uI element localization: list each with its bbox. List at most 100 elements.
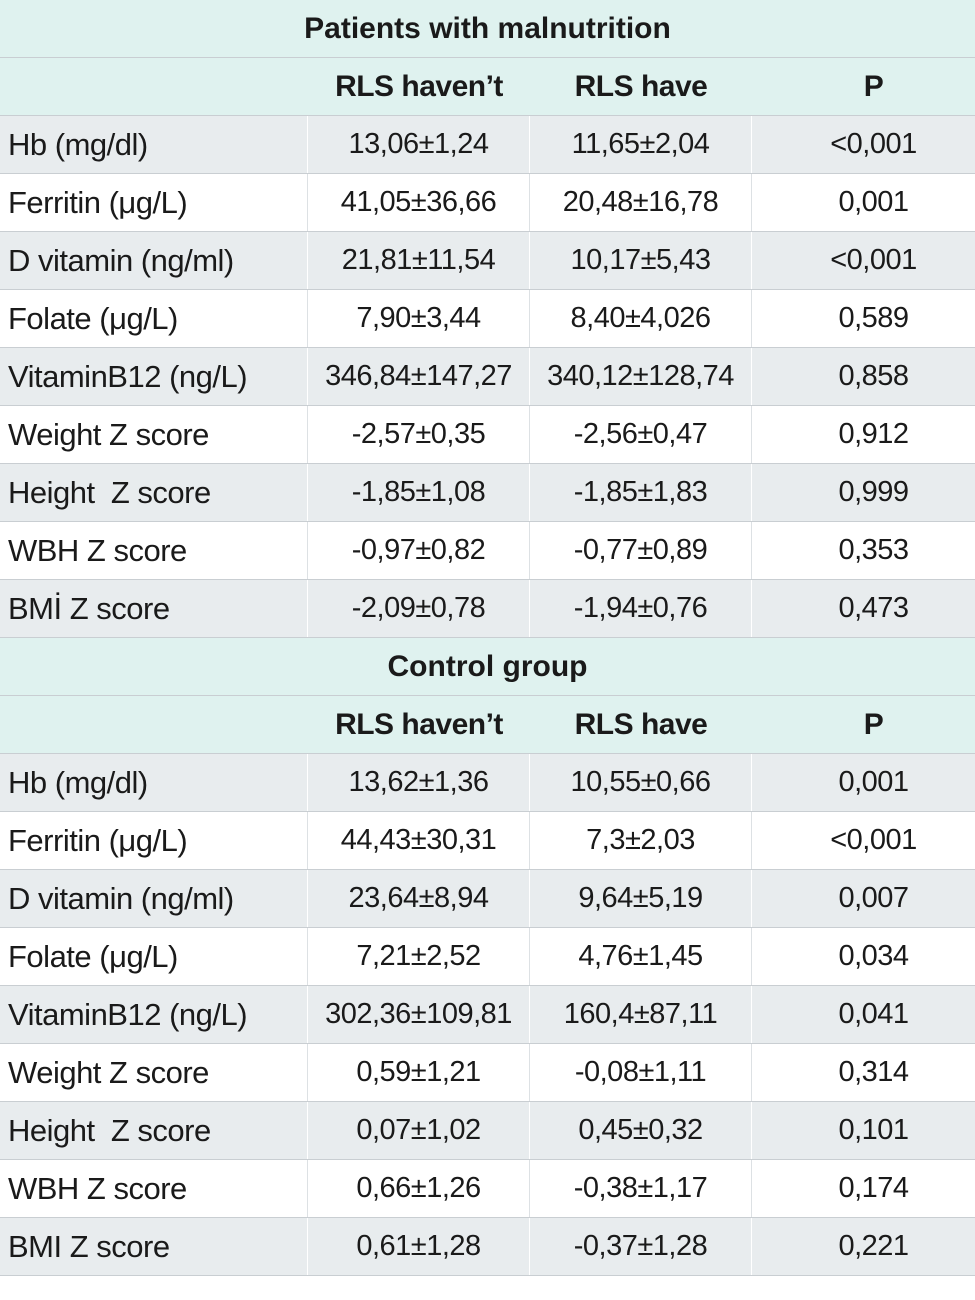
value-rls-no: 41,05±36,66 [308,174,530,231]
value-p: 0,858 [838,360,909,392]
value-p: 0,353 [838,534,909,566]
value-rls-no: 7,21±2,52 [308,928,530,985]
value-rls-no: -2,09±0,78 [308,580,530,637]
value-rls-yes: 8,40±4,026 [530,290,752,347]
value-rls-no: 0,61±1,28 [308,1218,530,1275]
value-rls-yes: -0,38±1,17 [530,1160,752,1217]
value-rls-no: 13,62±1,36 [308,754,530,811]
value-rls-yes: -0,77±0,89 [530,522,752,579]
value-rls-no: 346,84±147,27 [308,348,530,405]
header-rls-yes: RLS have [574,69,708,103]
value-rls-no: -1,85±1,08 [308,464,530,521]
header-rls-no: RLS haven’t [335,69,503,103]
row-label: Folate (μg/L) [0,928,308,985]
table-row: Height Z score 0,07±1,02 0,45±0,32 0,101 [0,1102,975,1160]
table-row: Height Z score -1,85±1,08 -1,85±1,83 0,9… [0,464,975,522]
table-row: Folate (μg/L) 7,21±2,52 4,76±1,45 0,034 [0,928,975,986]
value-p: 0,034 [838,940,909,972]
value-p: 0,473 [838,592,909,624]
value-rls-yes: -0,37±1,28 [530,1218,752,1275]
value-rls-no: 23,64±8,94 [308,870,530,927]
table-row: BMI Z score 0,61±1,28 -0,37±1,28 0,221 [0,1218,975,1276]
row-label: Height Z score [0,1102,308,1159]
table-row: Folate (μg/L) 7,90±3,44 8,40±4,026 0,589 [0,290,975,348]
header-p: P [863,69,884,103]
header-label [0,696,308,753]
value-rls-no: 7,90±3,44 [308,290,530,347]
row-label: Weight Z score [0,1044,308,1101]
group-title: Patients with malnutrition [304,11,671,45]
header-rls-yes: RLS have [574,707,708,741]
value-p: 0,912 [838,418,909,450]
value-p: 0,589 [838,302,909,334]
value-rls-yes: -1,85±1,83 [530,464,752,521]
value-p: 0,314 [838,1056,909,1088]
table-row: D vitamin (ng/ml) 23,64±8,94 9,64±5,19 0… [0,870,975,928]
value-p: 0,041 [838,998,909,1030]
header-rls-no: RLS haven’t [335,707,503,741]
value-rls-no: 0,59±1,21 [308,1044,530,1101]
value-rls-yes: 11,65±2,04 [530,116,752,173]
value-rls-no: -2,57±0,35 [308,406,530,463]
row-label: BMI Z score [0,1218,308,1275]
value-rls-no: 302,36±109,81 [308,986,530,1043]
value-rls-yes: 0,45±0,32 [530,1102,752,1159]
row-label: Ferritin (μg/L) [0,174,308,231]
row-label: Height Z score [0,464,308,521]
value-rls-yes: 340,12±128,74 [530,348,752,405]
header-label [0,58,308,115]
value-p: 0,001 [838,766,909,798]
row-label: Ferritin (μg/L) [0,812,308,869]
group-title: Control group [387,649,588,683]
value-p: 0,999 [838,476,909,508]
value-p: 0,221 [838,1230,909,1262]
table-row: WBH Z score -0,97±0,82 -0,77±0,89 0,353 [0,522,975,580]
group-title-row: Control group [0,638,975,696]
value-rls-yes: -0,08±1,11 [530,1044,752,1101]
value-rls-yes: 7,3±2,03 [530,812,752,869]
table-row: BMİ Z score -2,09±0,78 -1,94±0,76 0,473 [0,580,975,638]
value-rls-yes: 160,4±87,11 [530,986,752,1043]
column-header-row: RLS haven’t RLS have P [0,58,975,116]
table-row: VitaminB12 (ng/L) 302,36±109,81 160,4±87… [0,986,975,1044]
value-p: 0,007 [838,882,909,914]
header-p: P [863,707,884,741]
value-rls-no: 44,43±30,31 [308,812,530,869]
table-row: Hb (mg/dl) 13,62±1,36 10,55±0,66 0,001 [0,754,975,812]
value-rls-yes: 10,55±0,66 [530,754,752,811]
row-label: BMİ Z score [0,580,308,637]
table-row: Weight Z score 0,59±1,21 -0,08±1,11 0,31… [0,1044,975,1102]
column-header-row: RLS haven’t RLS have P [0,696,975,754]
value-rls-yes: 4,76±1,45 [530,928,752,985]
value-rls-no: 0,07±1,02 [308,1102,530,1159]
value-rls-yes: 9,64±5,19 [530,870,752,927]
value-p: <0,001 [830,244,917,276]
value-rls-yes: -2,56±0,47 [530,406,752,463]
table-row: Ferritin (μg/L) 44,43±30,31 7,3±2,03 <0,… [0,812,975,870]
row-label: VitaminB12 (ng/L) [0,348,308,405]
value-rls-yes: 10,17±5,43 [530,232,752,289]
row-label: Weight Z score [0,406,308,463]
value-p: <0,001 [830,824,917,856]
table-row: WBH Z score 0,66±1,26 -0,38±1,17 0,174 [0,1160,975,1218]
table-row: Weight Z score -2,57±0,35 -2,56±0,47 0,9… [0,406,975,464]
row-label: WBH Z score [0,1160,308,1217]
row-label: WBH Z score [0,522,308,579]
row-label: VitaminB12 (ng/L) [0,986,308,1043]
row-label: Folate (μg/L) [0,290,308,347]
value-rls-no: 21,81±11,54 [308,232,530,289]
row-label: D vitamin (ng/ml) [0,870,308,927]
value-rls-no: 0,66±1,26 [308,1160,530,1217]
row-label: Hb (mg/dl) [0,116,308,173]
table-row: Hb (mg/dl) 13,06±1,24 11,65±2,04 <0,001 [0,116,975,174]
value-rls-no: 13,06±1,24 [308,116,530,173]
value-rls-yes: 20,48±16,78 [530,174,752,231]
value-p: 0,101 [838,1114,909,1146]
table-row: D vitamin (ng/ml) 21,81±11,54 10,17±5,43… [0,232,975,290]
row-label: D vitamin (ng/ml) [0,232,308,289]
table-row: Ferritin (μg/L) 41,05±36,66 20,48±16,78 … [0,174,975,232]
value-p: <0,001 [830,128,917,160]
group-title-row: Patients with malnutrition [0,0,975,58]
table-row: VitaminB12 (ng/L) 346,84±147,27 340,12±1… [0,348,975,406]
